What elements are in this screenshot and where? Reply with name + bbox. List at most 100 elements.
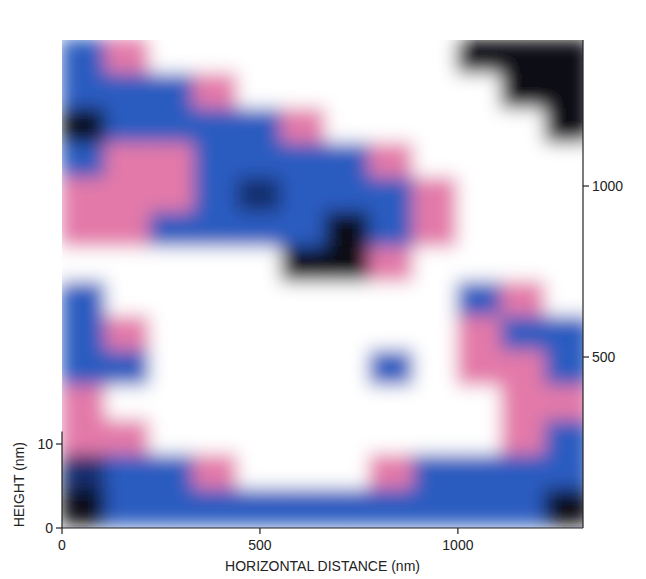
- surface-cell: [105, 108, 151, 145]
- surface-cell: [149, 454, 195, 491]
- surface-cell: [193, 73, 239, 110]
- surface-cell: [501, 40, 547, 75]
- surface-cell: [149, 108, 195, 145]
- surface-cell: [105, 489, 151, 526]
- surface-cell: [545, 420, 583, 457]
- surface-cell: [105, 73, 151, 110]
- surface-cell: [281, 143, 327, 180]
- surface-cell: [501, 489, 547, 526]
- surface-cell: [545, 143, 583, 180]
- surface-cell: [413, 281, 459, 318]
- surface-cell: [457, 420, 503, 457]
- surface-cell: [413, 73, 459, 110]
- surface-cell: [457, 281, 503, 318]
- surface-cell: [545, 108, 583, 145]
- surface-cell: [369, 420, 415, 457]
- surface-cell: [413, 454, 459, 491]
- surface-cell: [369, 489, 415, 526]
- surface-cell: [369, 177, 415, 214]
- surface-cell: [193, 212, 239, 249]
- surface-cell: [413, 40, 459, 75]
- surface-cell: [413, 177, 459, 214]
- surface-cell: [62, 212, 107, 249]
- surface-cell: [281, 177, 327, 214]
- x-tick: [61, 528, 62, 534]
- surface-cell: [149, 40, 195, 75]
- surface-cell: [193, 177, 239, 214]
- surface-cell: [193, 489, 239, 526]
- surface-cell: [237, 316, 283, 353]
- x-tick-label: 500: [248, 537, 272, 553]
- surface-cell: [105, 177, 151, 214]
- y-axis: [582, 40, 583, 528]
- surface-cell: [237, 108, 283, 145]
- surface-cell: [149, 385, 195, 422]
- surface-cell: [501, 281, 547, 318]
- surface-cell: [413, 247, 459, 284]
- x-tick-label: 0: [58, 537, 66, 553]
- surface-cell: [237, 281, 283, 318]
- height-tick-label: 10: [37, 436, 53, 452]
- height-axis-title: HEIGHT (nm): [11, 442, 27, 527]
- surface-cell: [325, 385, 371, 422]
- surface-cell: [369, 247, 415, 284]
- surface-cell: [369, 316, 415, 353]
- surface-cell: [237, 489, 283, 526]
- surface-cell: [105, 143, 151, 180]
- surface-cell: [237, 212, 283, 249]
- surface-cell: [281, 350, 327, 387]
- surface-cell: [413, 489, 459, 526]
- surface-cell: [325, 143, 371, 180]
- surface-cell: [149, 247, 195, 284]
- surface-cell: [501, 212, 547, 249]
- surface-cell: [501, 177, 547, 214]
- surface-cell: [62, 385, 107, 422]
- surface-cell: [281, 316, 327, 353]
- surface-cell: [193, 316, 239, 353]
- surface-cell: [62, 454, 107, 491]
- surface-cell: [105, 420, 151, 457]
- surface-cell: [149, 143, 195, 180]
- surface-cell: [457, 212, 503, 249]
- surface-cell: [325, 489, 371, 526]
- surface-cell: [369, 212, 415, 249]
- surface-cell: [501, 385, 547, 422]
- surface-cell: [105, 385, 151, 422]
- surface-cell: [545, 212, 583, 249]
- surface-cell: [501, 454, 547, 491]
- surface-cell: [325, 420, 371, 457]
- surface-cell: [545, 316, 583, 353]
- surface-area: [62, 40, 583, 525]
- surface-cell: [149, 420, 195, 457]
- surface-cell: [62, 177, 107, 214]
- surface-cell: [545, 385, 583, 422]
- surface-cell: [105, 40, 151, 75]
- surface-cell: [193, 143, 239, 180]
- surface-cell: [501, 143, 547, 180]
- surface-cell: [457, 385, 503, 422]
- surface-cell: [149, 316, 195, 353]
- surface-cell: [369, 281, 415, 318]
- surface-cell: [62, 143, 107, 180]
- surface-cell: [457, 177, 503, 214]
- surface-cell: [325, 212, 371, 249]
- surface-cell: [193, 454, 239, 491]
- surface-cell: [193, 247, 239, 284]
- surface-cell: [62, 40, 107, 75]
- surface-cell: [193, 108, 239, 145]
- surface-cell: [457, 350, 503, 387]
- surface-cell: [237, 143, 283, 180]
- surface-cell: [105, 281, 151, 318]
- surface-cell: [501, 420, 547, 457]
- surface-cell: [501, 108, 547, 145]
- surface-cell: [545, 350, 583, 387]
- surface-cell: [281, 281, 327, 318]
- surface-cell: [369, 454, 415, 491]
- surface-cell: [237, 73, 283, 110]
- surface-cell: [149, 489, 195, 526]
- surface-cell: [62, 281, 107, 318]
- surface-cell: [369, 350, 415, 387]
- surface-cell: [105, 212, 151, 249]
- surface-cell: [237, 247, 283, 284]
- surface-cell: [457, 489, 503, 526]
